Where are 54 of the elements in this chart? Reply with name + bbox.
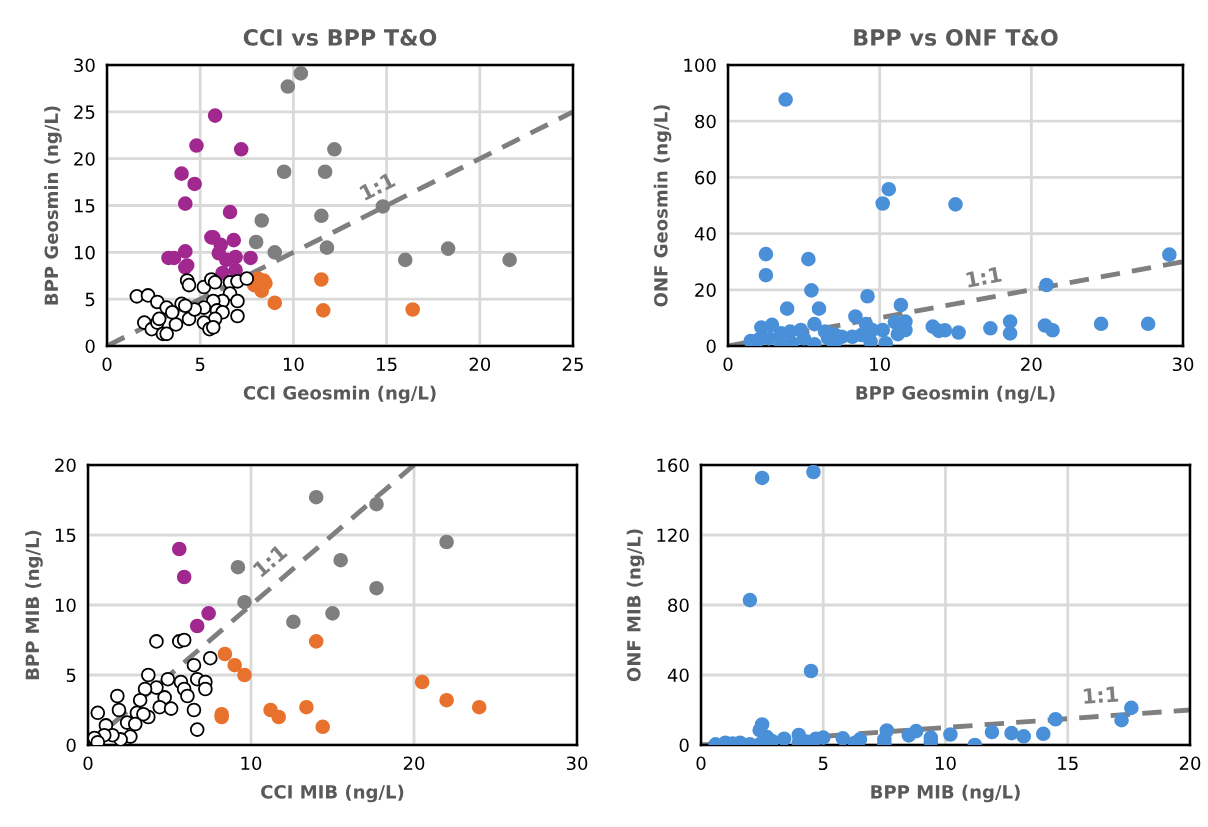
x-tick-label: 30 bbox=[1172, 357, 1194, 372]
x-tick-label: 10 bbox=[241, 756, 262, 771]
annotation: 1:1 bbox=[1083, 686, 1119, 704]
annotation: 1:1 bbox=[252, 543, 288, 578]
x-axis-title: CCI MIB (ng/L) bbox=[261, 784, 404, 803]
y-tick-label: 15 bbox=[74, 199, 95, 213]
x-tick-label: 15 bbox=[377, 357, 397, 372]
y-tick-label: 0 bbox=[679, 738, 689, 753]
y-tick-label: 40 bbox=[694, 227, 716, 241]
y-tick-label: 80 bbox=[668, 598, 689, 613]
y-tick-label: 160 bbox=[657, 458, 689, 473]
y-axis-title: ONF MIB (ng/L) bbox=[626, 529, 645, 682]
y-tick-label: 40 bbox=[667, 668, 689, 683]
x-tick-label: 30 bbox=[566, 756, 588, 771]
y-tick-label: 60 bbox=[695, 170, 716, 185]
x-tick-label: 20 bbox=[469, 357, 491, 372]
y-tick-label: 100 bbox=[684, 58, 716, 73]
y-tick-label: 0 bbox=[706, 339, 716, 354]
y-tick-label: 10 bbox=[55, 598, 76, 613]
y-tick-label: 0 bbox=[85, 339, 95, 354]
y-tick-label: 80 bbox=[695, 114, 716, 129]
x-tick-label: 10 bbox=[936, 756, 956, 771]
y-tick-label: 15 bbox=[55, 528, 76, 543]
y-tick-label: 30 bbox=[74, 58, 95, 73]
x-axis-title: BPP MIB (ng/L) bbox=[871, 784, 1020, 803]
x-tick-label: 0 bbox=[102, 357, 112, 372]
y-axis-title: BPP Geosmin (ng/L) bbox=[44, 106, 62, 305]
y-tick-label: 0 bbox=[66, 738, 76, 753]
y-tick-label: 20 bbox=[695, 283, 716, 297]
y-tick-label: 5 bbox=[85, 292, 95, 307]
x-tick-label: 25 bbox=[562, 357, 583, 372]
chart-title: CCI vs BPP T&O bbox=[243, 29, 437, 46]
y-axis-title: ONF Geosmin (ng/L) bbox=[653, 105, 672, 307]
y-tick-label: 25 bbox=[74, 105, 95, 119]
x-axis-title: CCI Geosmin (ng/L) bbox=[243, 385, 436, 404]
annotation: 1:1 bbox=[359, 171, 396, 201]
y-axis-title: BPP MIB (ng/L) bbox=[25, 530, 43, 680]
x-tick-label: 5 bbox=[195, 357, 205, 372]
y-tick-label: 5 bbox=[66, 668, 76, 683]
x-tick-label: 20 bbox=[1179, 756, 1201, 771]
annotation: 1:1 bbox=[966, 266, 1002, 288]
x-tick-label: 5 bbox=[818, 756, 828, 771]
x-tick-label: 20 bbox=[1021, 357, 1042, 372]
y-tick-label: 10 bbox=[74, 245, 95, 260]
y-tick-label: 20 bbox=[55, 458, 76, 473]
x-tick-label: 20 bbox=[403, 756, 425, 771]
x-tick-label: 0 bbox=[723, 357, 733, 372]
x-tick-label: 10 bbox=[870, 357, 890, 372]
chart-title: BPP vs ONF T&O bbox=[854, 29, 1058, 46]
y-tick-label: 20 bbox=[74, 152, 95, 166]
x-axis-title: BPP Geosmin (ng/L) bbox=[856, 385, 1055, 404]
x-tick-label: 15 bbox=[1058, 756, 1078, 771]
y-tick-label: 120 bbox=[657, 528, 689, 543]
x-tick-label: 10 bbox=[283, 357, 304, 372]
